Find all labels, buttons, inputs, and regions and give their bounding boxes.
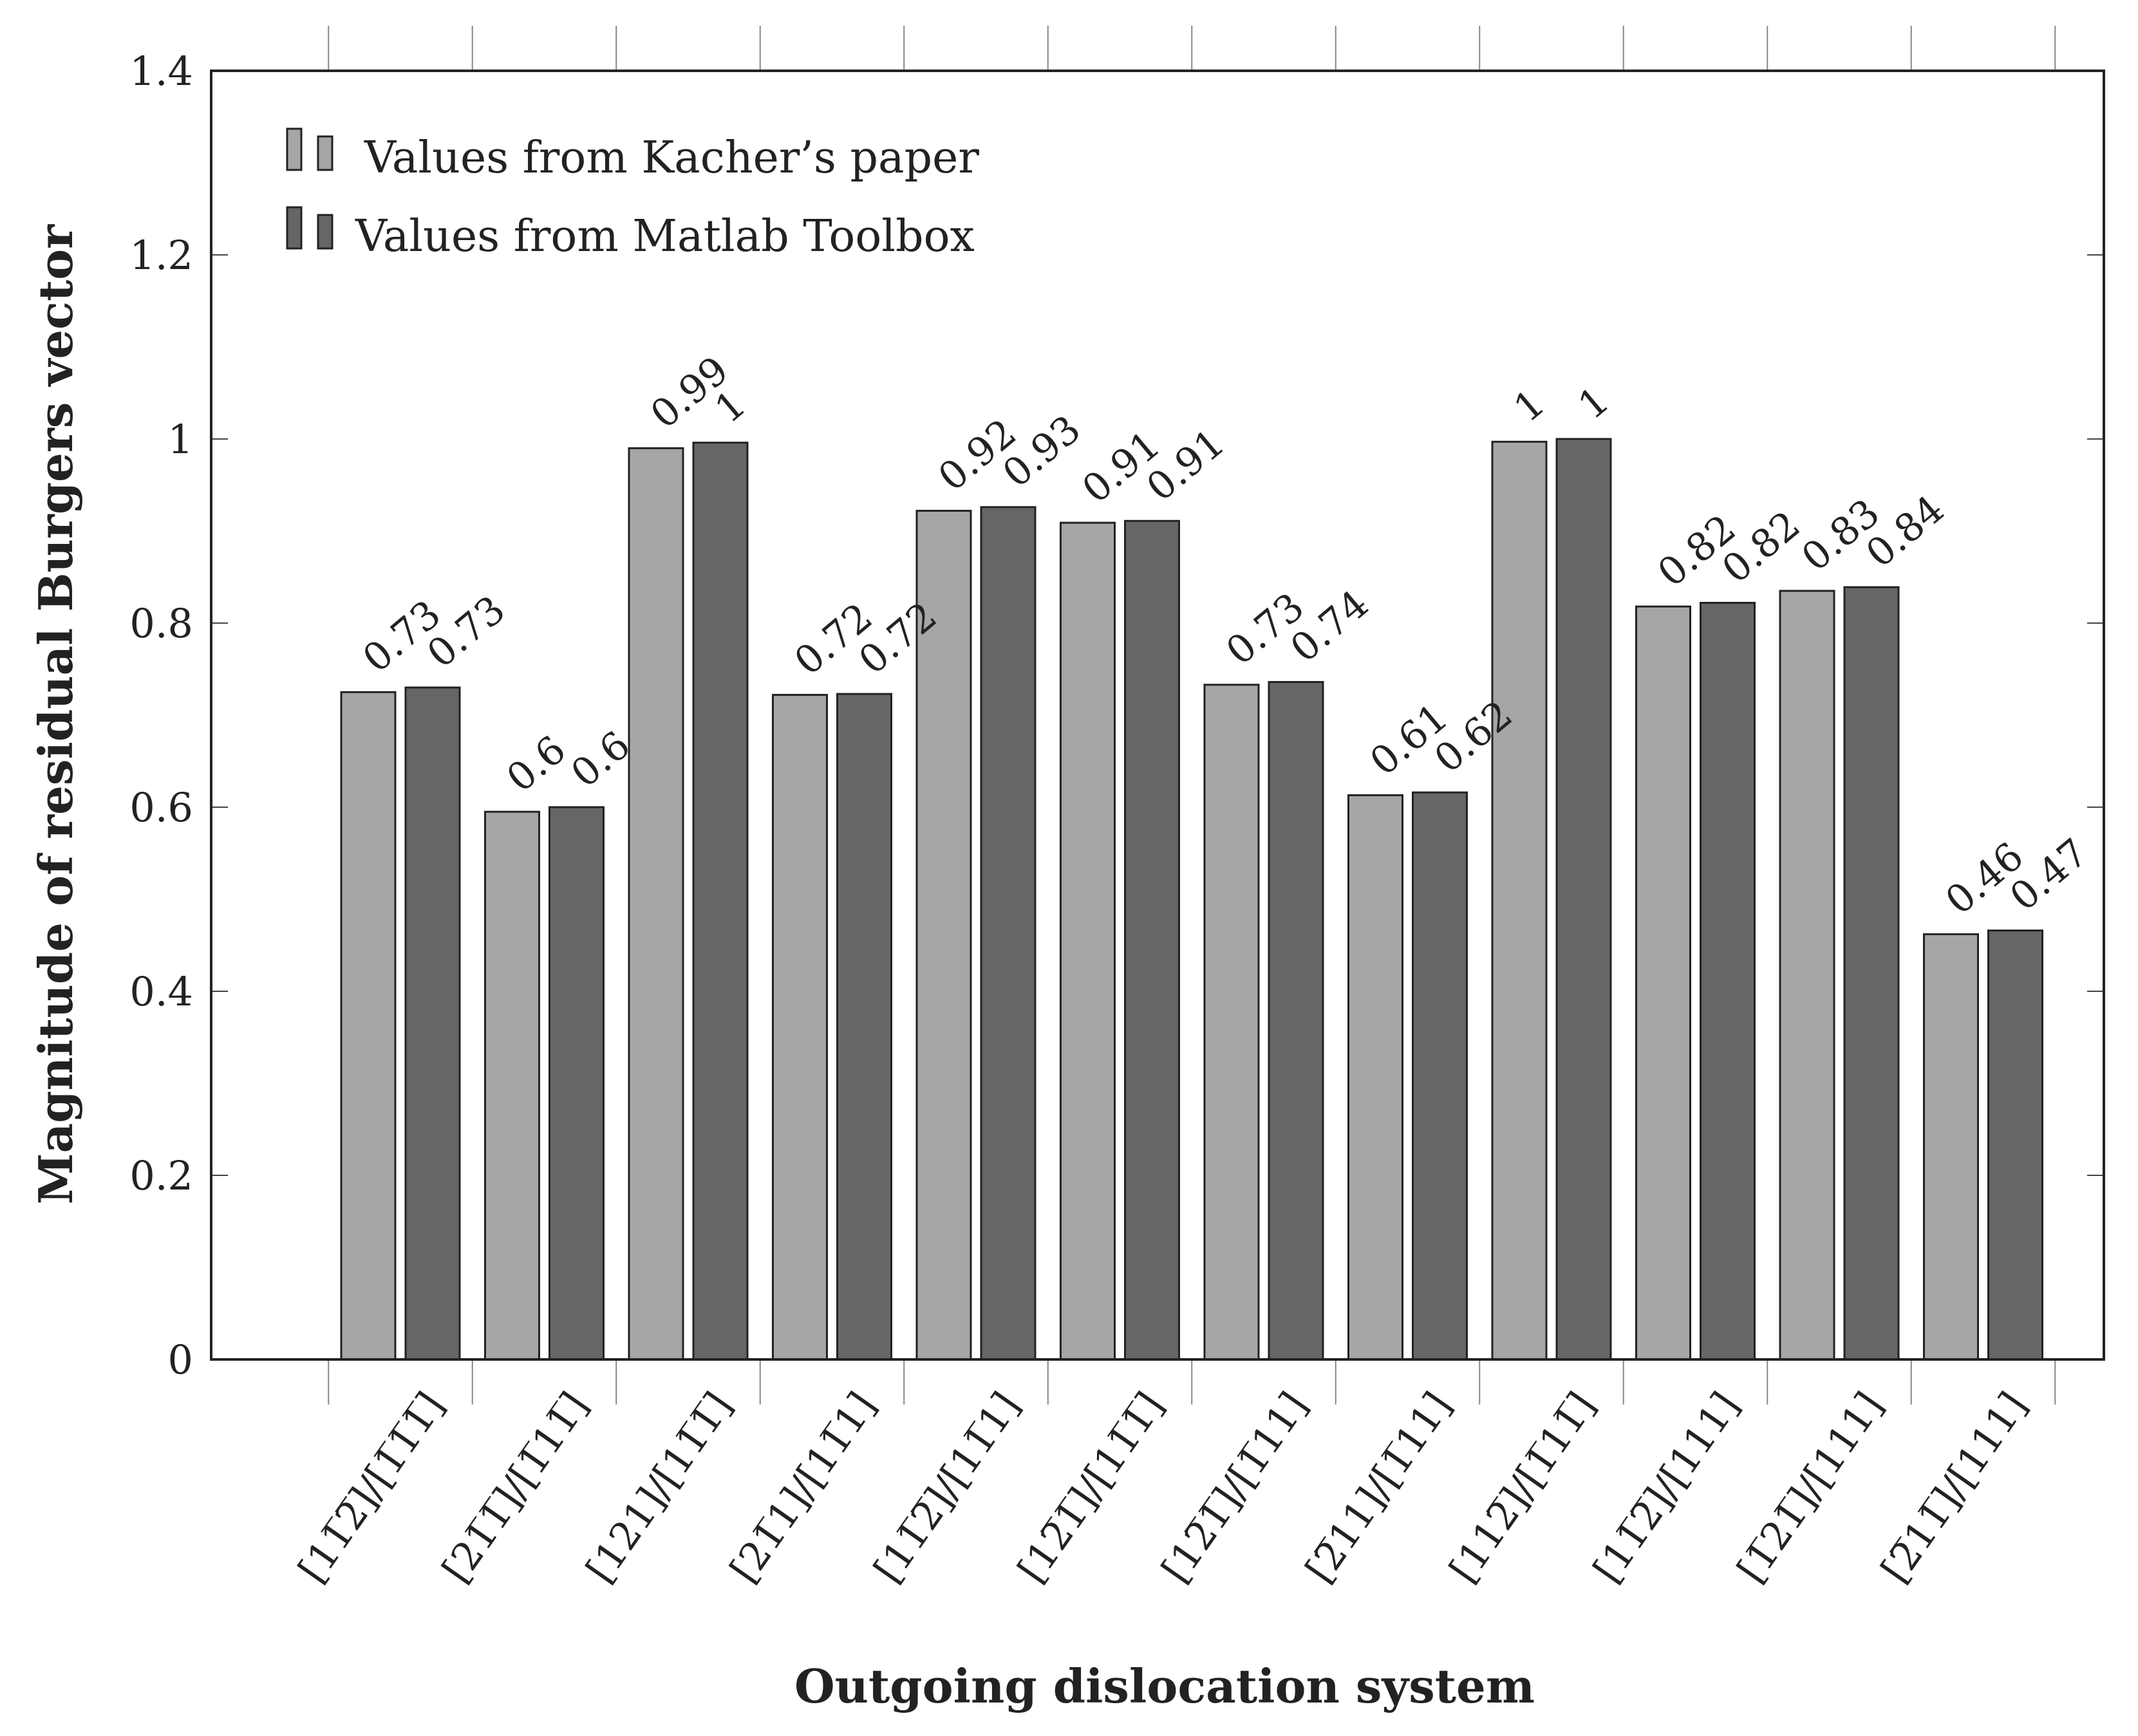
bar-kacher — [1203, 684, 1260, 1361]
x-tick-label: [112̅]/[1̅11̅] — [1441, 1384, 1604, 1591]
x-tick-label: [12̅1̅]/[1̅11] — [1153, 1384, 1317, 1591]
bar-kacher — [340, 691, 397, 1361]
bar-matlab — [549, 806, 605, 1361]
legend-swatch-kacher-a — [286, 127, 303, 171]
x-tick-label: [11̅2̅]/[111] — [1585, 1384, 1749, 1591]
bar-matlab — [980, 506, 1036, 1361]
y-tick-labels: 0 0.2 0.4 0.6 0.8 1 1.2 1.4 — [129, 48, 193, 1383]
bar-kacher — [1060, 521, 1116, 1361]
y-tick-label: 1.4 — [129, 48, 193, 95]
bar-matlab — [692, 442, 749, 1361]
x-tick-label: [11̅2̅]/[1̅1̅1̅] — [290, 1384, 453, 1591]
y-tick-label: 1 — [168, 416, 193, 463]
legend-label-matlab: Values from Matlab Toolbox — [355, 211, 975, 262]
y-tick-label: 0.8 — [129, 600, 193, 647]
bar-kacher — [1923, 933, 1979, 1361]
y-tick-label: 0.2 — [129, 1152, 193, 1199]
x-tick-labels: [11̅2̅]/[1̅1̅1̅][21̅1̅]/[1̅11̅][121]/[11… — [290, 1384, 2036, 1591]
x-tick-label: [21̅1̅]/[1̅11̅] — [434, 1384, 597, 1591]
bar-matlab — [1555, 438, 1612, 1361]
y-tick-label: 0 — [168, 1336, 193, 1383]
y-tick-label: 1.2 — [129, 232, 193, 279]
bar-matlab — [1987, 929, 2043, 1361]
x-tick-label: [2̅11]/[1̅11] — [1297, 1384, 1461, 1591]
x-axis-title: Outgoing dislocation system — [794, 1659, 1535, 1713]
bar-kacher — [1491, 440, 1548, 1361]
bar-matlab — [1843, 586, 1900, 1361]
bar-matlab — [1268, 681, 1324, 1361]
bar-kacher — [628, 447, 684, 1361]
bar-kacher — [915, 510, 972, 1361]
bar-kacher — [1347, 794, 1403, 1361]
legend-swatch-matlab-a — [286, 206, 303, 250]
bar-kacher — [1779, 590, 1835, 1361]
legend-swatch-matlab-b — [317, 214, 333, 250]
y-axis-title: Magnitude of residual Burgers vector — [28, 224, 83, 1204]
bar-kacher — [1635, 605, 1691, 1361]
x-tick-label: [2̅11̅]/[111] — [1873, 1384, 2036, 1591]
legend-label-kacher: Values from Kacher’s paper — [364, 133, 979, 183]
axis-ticks — [211, 26, 2104, 1405]
bar-matlab — [836, 693, 892, 1361]
bar-kacher — [484, 810, 540, 1361]
x-tick-label: [121]/[11̅1̅] — [577, 1384, 741, 1591]
bar-matlab — [1412, 791, 1468, 1361]
legend-swatch-kacher-b — [317, 135, 333, 171]
x-tick-label: [11̅2̅]/[11̅1] — [865, 1384, 1029, 1591]
x-tick-label: [21̅1]/[11̅1] — [722, 1384, 885, 1591]
x-tick-label: [12̅1̅]/[11̅1̅] — [1009, 1384, 1173, 1591]
plot-frame — [210, 70, 2105, 1361]
legend: Values from Kacher’s paper Values from M… — [286, 127, 979, 262]
bar-kacher — [772, 694, 828, 1361]
y-tick-label: 0.4 — [129, 968, 193, 1015]
bar-matlab — [1700, 602, 1756, 1361]
bar-marks — [340, 438, 2043, 1361]
bar-matlab — [404, 686, 461, 1361]
x-tick-label: [1̅21̅]/[111] — [1729, 1384, 1892, 1591]
y-tick-label: 0.6 — [129, 784, 193, 831]
bar-matlab — [1124, 519, 1180, 1361]
